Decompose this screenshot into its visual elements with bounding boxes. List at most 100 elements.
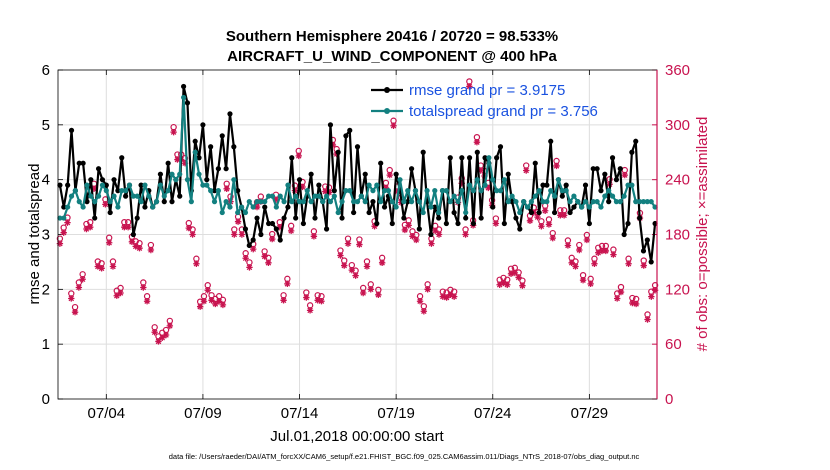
axis-ticks: 07/04 07/09 07/14 07/19 07/24 07/290123456060… <box>42 62 690 422</box>
obs-assimilated-marker <box>557 212 564 219</box>
obs-assimilated-marker <box>155 338 162 345</box>
totalspread-point <box>262 199 268 205</box>
totalspread-point <box>563 188 569 194</box>
totalspread-point <box>92 199 98 205</box>
totalspread-point <box>312 193 318 199</box>
obs-assimilated-marker <box>382 184 390 192</box>
totalspread-point <box>424 188 430 194</box>
totalspread-point <box>277 193 283 199</box>
totalspread-point <box>99 182 106 188</box>
rmse-point <box>455 220 461 227</box>
totalspread-point <box>606 188 612 194</box>
totalspread-point <box>192 149 198 155</box>
totalspread-point <box>420 209 426 216</box>
totalspread-point <box>204 182 210 188</box>
totalspread-point <box>602 193 608 199</box>
totalspread-point <box>482 182 488 188</box>
totalspread-point <box>428 204 434 210</box>
rmse-point <box>652 220 658 227</box>
rmse-point <box>621 231 627 238</box>
rmse-point <box>393 171 399 177</box>
rmse-point <box>405 199 411 205</box>
obs-assimilated-marker <box>473 138 481 146</box>
rmse-point <box>254 215 260 221</box>
totalspread-point <box>401 199 407 205</box>
totalspread-point <box>536 188 542 194</box>
rmse-point <box>594 166 600 172</box>
rmse-point <box>343 133 349 139</box>
totalspread-point <box>269 193 276 199</box>
totalspread-point <box>397 177 403 183</box>
obs-assimilated-marker <box>632 300 640 308</box>
obs-assimilated-marker <box>625 260 632 267</box>
totalspread-point <box>308 199 314 205</box>
obs-assimilated-marker <box>602 247 610 255</box>
rmse-point <box>95 166 102 172</box>
totalspread-point <box>381 188 388 194</box>
rmse-point <box>169 199 175 205</box>
obs-assimilated-marker <box>140 284 147 291</box>
totalspread-point <box>354 199 361 205</box>
totalspread-point <box>123 188 129 194</box>
obs-assimilated-marker <box>151 329 158 336</box>
rmse-point <box>293 215 299 221</box>
totalspread-point <box>443 188 449 194</box>
obs-assimilated-marker <box>386 171 393 179</box>
totalspread-point <box>474 177 480 183</box>
obs-assimilated-marker <box>287 227 295 235</box>
obs-assimilated-marker <box>136 245 143 252</box>
totalspread-point <box>652 204 658 210</box>
rmse-point <box>177 193 183 199</box>
rmse-point <box>370 199 376 205</box>
obs-assimilated-marker <box>553 162 560 170</box>
obs-assimilated-marker <box>352 272 359 279</box>
totalspread-point <box>501 177 507 183</box>
rmse-point <box>625 220 631 227</box>
rmse-point <box>138 182 144 188</box>
obs-assimilated-marker <box>159 334 166 341</box>
rmse-point <box>474 149 480 155</box>
legend-marker <box>384 108 390 114</box>
totalspread-point <box>609 193 616 199</box>
series-lines <box>57 83 658 265</box>
obs-assimilated-marker <box>75 284 83 291</box>
totalspread-point <box>339 199 345 205</box>
rmse-point <box>273 226 279 232</box>
obs-assimilated-marker <box>303 294 310 301</box>
totalspread-point <box>254 199 260 205</box>
rmse-point <box>316 182 322 188</box>
totalspread-point <box>366 182 372 188</box>
rmse-point <box>501 220 507 227</box>
rmse-point <box>559 193 565 199</box>
obs-assimilated-marker <box>413 236 420 244</box>
rmse-point <box>289 155 295 161</box>
totalspread-point <box>466 182 473 188</box>
totalspread-point <box>637 199 643 205</box>
obs-assimilated-marker <box>272 196 280 203</box>
obs-assimilated-marker <box>526 217 534 224</box>
x-tick-label: 07/14 <box>281 405 319 422</box>
rmse-point <box>540 182 546 188</box>
obs-assimilated-marker <box>299 183 306 191</box>
obs-assimilated-marker <box>648 293 655 300</box>
rmse-point <box>142 204 148 210</box>
obs-assimilated-marker <box>166 322 174 330</box>
totalspread-point <box>180 94 187 101</box>
obs-assimilated-marker <box>492 220 500 227</box>
totalspread-point <box>219 209 225 216</box>
obs-assimilated-marker <box>496 281 503 288</box>
obs-assimilated-marker <box>568 259 575 267</box>
obs-assimilated-marker <box>64 219 71 226</box>
totalspread-point <box>598 204 604 210</box>
totalspread-point <box>625 182 631 188</box>
totalspread-point <box>544 199 550 205</box>
totalspread-point <box>115 204 121 210</box>
rmse-point <box>258 231 264 238</box>
obs-assimilated-marker <box>170 128 177 136</box>
obs-assimilated-marker <box>644 316 651 323</box>
x-tick-label: 07/09 <box>184 405 222 422</box>
obs-assimilated-marker <box>511 269 519 277</box>
rmse-point <box>416 226 422 232</box>
obs-assimilated-marker <box>401 226 409 234</box>
